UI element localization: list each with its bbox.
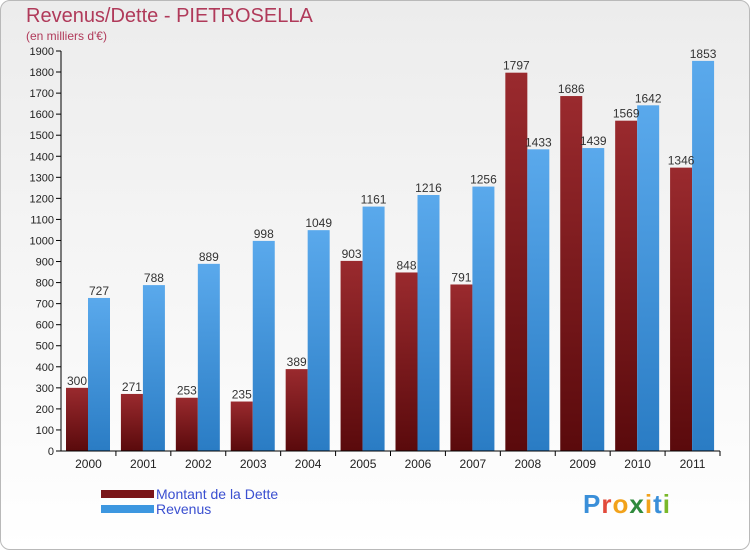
- x-tick-label: 2006: [405, 457, 432, 471]
- chart-subtitle: (en milliers d'€): [26, 29, 107, 43]
- x-tick-label: 2009: [569, 457, 596, 471]
- y-tick-label: 100: [36, 425, 54, 437]
- x-tick-label: 2000: [75, 457, 102, 471]
- y-tick-label: 1300: [30, 172, 54, 184]
- bar-revenue: [362, 206, 385, 451]
- value-label-revenue: 1853: [690, 47, 717, 61]
- x-tick-label: 2010: [624, 457, 651, 471]
- value-label-revenue: 1161: [361, 193, 387, 207]
- bar-revenue: [88, 297, 110, 451]
- bar-debt: [120, 393, 143, 451]
- y-tick-label: 1200: [30, 193, 54, 205]
- logo-letter: P: [583, 489, 602, 519]
- x-tick-label: 2001: [130, 457, 157, 471]
- bar-revenue: [637, 105, 660, 451]
- value-label-debt: 848: [396, 258, 416, 272]
- value-label-debt: 253: [177, 384, 197, 398]
- legend-label-revenue: Revenus: [156, 501, 212, 517]
- value-label-revenue: 1216: [415, 181, 442, 195]
- value-label-revenue: 1049: [305, 216, 332, 230]
- value-label-debt: 791: [451, 270, 471, 284]
- y-tick-label: 1900: [30, 46, 54, 58]
- x-tick-label: 2011: [680, 457, 706, 471]
- bar-debt: [615, 120, 638, 452]
- logo-letter: r: [601, 489, 613, 519]
- value-label-debt: 1797: [503, 59, 530, 73]
- value-label-revenue: 1433: [525, 135, 552, 149]
- y-tick-label: 300: [36, 383, 54, 395]
- legend-swatch-debt: [101, 490, 154, 498]
- x-tick-label: 2008: [514, 457, 541, 471]
- value-label-debt: 1346: [668, 154, 695, 168]
- bar-debt: [340, 260, 363, 451]
- y-tick-label: 400: [36, 362, 54, 374]
- x-tick-label: 2005: [350, 457, 377, 471]
- y-tick-label: 1500: [30, 130, 54, 142]
- chart-title: Revenus/Dette - PIETROSELLA: [26, 5, 313, 27]
- value-label-debt: 903: [342, 247, 362, 261]
- value-label-revenue: 1439: [580, 134, 607, 148]
- x-tick-label: 2007: [460, 457, 487, 471]
- bar-revenue: [307, 230, 330, 451]
- y-tick-label: 1100: [30, 214, 54, 226]
- bar-revenue: [692, 60, 715, 451]
- value-label-revenue: 788: [144, 271, 164, 285]
- value-label-revenue: 998: [254, 227, 274, 241]
- value-label-debt: 300: [67, 374, 87, 388]
- value-label-revenue: 1256: [470, 173, 497, 187]
- y-tick-label: 700: [36, 299, 54, 311]
- value-label-debt: 1686: [558, 82, 585, 96]
- bar-debt: [560, 96, 583, 451]
- x-tick-label: 2002: [185, 457, 212, 471]
- y-tick-label: 1000: [30, 235, 54, 247]
- y-tick-label: 1400: [30, 151, 54, 163]
- bar-debt: [230, 401, 253, 451]
- y-tick-label: 600: [36, 320, 54, 332]
- bar-debt: [505, 72, 528, 452]
- legend-swatch-revenue: [101, 505, 154, 513]
- y-tick-label: 800: [36, 278, 54, 290]
- bar-revenue: [472, 186, 495, 451]
- bar-debt: [450, 284, 473, 451]
- value-label-revenue: 1642: [635, 91, 662, 105]
- value-label-revenue: 727: [89, 284, 109, 298]
- value-label-debt: 1569: [613, 107, 640, 121]
- proxiti-logo: Proxiti: [583, 489, 671, 520]
- y-tick-label: 1600: [30, 109, 54, 121]
- x-tick-label: 2004: [295, 457, 322, 471]
- bar-revenue: [197, 263, 220, 451]
- bar-debt: [175, 397, 198, 451]
- logo-letter: i: [644, 489, 654, 519]
- logo-letter: o: [612, 489, 630, 519]
- value-label-debt: 389: [287, 355, 307, 369]
- logo-letter: t: [653, 489, 663, 519]
- logo-letter: x: [629, 489, 645, 519]
- y-tick-label: 200: [36, 404, 54, 416]
- y-tick-label: 1800: [30, 67, 54, 79]
- bar-revenue: [142, 285, 165, 451]
- y-tick-label: 900: [36, 257, 54, 269]
- bar-revenue: [417, 195, 440, 451]
- value-label-revenue: 889: [199, 250, 219, 264]
- y-tick-label: 0: [48, 446, 54, 458]
- bar-debt: [670, 167, 693, 451]
- bar-revenue: [582, 148, 605, 452]
- y-tick-label: 500: [36, 341, 54, 353]
- legend-label-debt: Montant de la Dette: [156, 486, 279, 502]
- value-label-debt: 235: [232, 388, 252, 402]
- bar-debt: [285, 369, 308, 451]
- bar-revenue: [252, 240, 275, 451]
- x-tick-label: 2003: [240, 457, 267, 471]
- bar-revenue: [527, 149, 550, 451]
- value-label-debt: 271: [122, 380, 142, 394]
- bar-debt: [395, 272, 418, 451]
- bar-debt: [66, 387, 88, 451]
- y-tick-label: 1700: [30, 88, 54, 100]
- logo-letter: i: [662, 489, 671, 519]
